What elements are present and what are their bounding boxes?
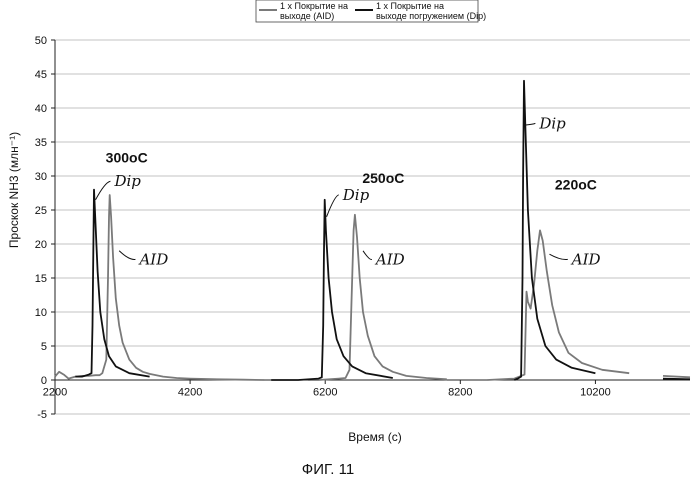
legend-dip-line1: 1 x Покрытие на bbox=[376, 1, 444, 11]
y-tick-label: 50 bbox=[35, 35, 47, 47]
temperature-label: 250oC bbox=[362, 170, 404, 186]
legend-dip-line2: выходе погружением (Dip) bbox=[376, 11, 486, 21]
handwritten-leader bbox=[327, 195, 339, 217]
handwritten-leader bbox=[549, 254, 567, 259]
x-axis-title: Время (с) bbox=[348, 430, 401, 444]
handwritten-label: AID bbox=[137, 250, 168, 268]
x-tick-label: 10200 bbox=[580, 387, 611, 399]
series-aid-line-4 bbox=[663, 376, 690, 377]
plot-area: -5 0 5 10 15 20 25 30 35 40 45 50 2200 4200 6200 8200 10… bbox=[35, 35, 690, 421]
y-tick-label: 5 bbox=[41, 341, 47, 353]
y-tick-label: 0 bbox=[41, 375, 47, 387]
x-tick-label: 4200 bbox=[178, 387, 202, 399]
y-tick-label: 35 bbox=[35, 137, 47, 149]
x-tick-label: 8200 bbox=[448, 387, 472, 399]
figure-caption: ФИГ. 11 bbox=[302, 461, 354, 478]
y-tick-label: -5 bbox=[37, 409, 47, 421]
y-tick-label: 25 bbox=[35, 205, 47, 217]
temperature-label: 300oC bbox=[106, 149, 148, 165]
series-dip-line-3 bbox=[271, 200, 393, 380]
temperature-label: 220oC bbox=[555, 177, 597, 193]
x-tick-label: 2200 bbox=[43, 387, 67, 399]
handwritten-leader bbox=[526, 123, 536, 125]
handwritten-label: Dip bbox=[538, 114, 566, 132]
handwritten-leader bbox=[363, 251, 372, 260]
legend-aid-line1: 1 x Покрытие на bbox=[280, 1, 348, 11]
series-aid-line-1 bbox=[55, 195, 264, 380]
y-tick-label: 15 bbox=[35, 273, 47, 285]
series-dip-line-1 bbox=[75, 190, 149, 377]
handwritten-label: AID bbox=[374, 250, 405, 268]
y-tick-label: 30 bbox=[35, 171, 47, 183]
legend-aid-line2: выходе (AID) bbox=[280, 11, 334, 21]
series-aid-line-3 bbox=[487, 230, 629, 380]
handwritten-leader bbox=[119, 251, 135, 260]
handwritten-leader bbox=[96, 181, 111, 200]
y-axis-title: Проскок NH3 (млн⁻¹) bbox=[7, 132, 21, 248]
y-tick-label: 40 bbox=[35, 103, 47, 115]
handwritten-label: Dip bbox=[342, 186, 370, 204]
y-tick-label: 20 bbox=[35, 239, 47, 251]
legend: 1 x Покрытие на выходе (AID) 1 x Покрыти… bbox=[256, 0, 486, 22]
handwritten-label: Dip bbox=[113, 172, 141, 190]
x-tick-label: 6200 bbox=[313, 387, 337, 399]
handwritten-label: AID bbox=[570, 250, 601, 268]
y-tick-label: 10 bbox=[35, 307, 47, 319]
series-dip-line-7 bbox=[663, 379, 690, 380]
y-tick-label: 45 bbox=[35, 69, 47, 81]
series-aid-line-2 bbox=[308, 215, 447, 380]
